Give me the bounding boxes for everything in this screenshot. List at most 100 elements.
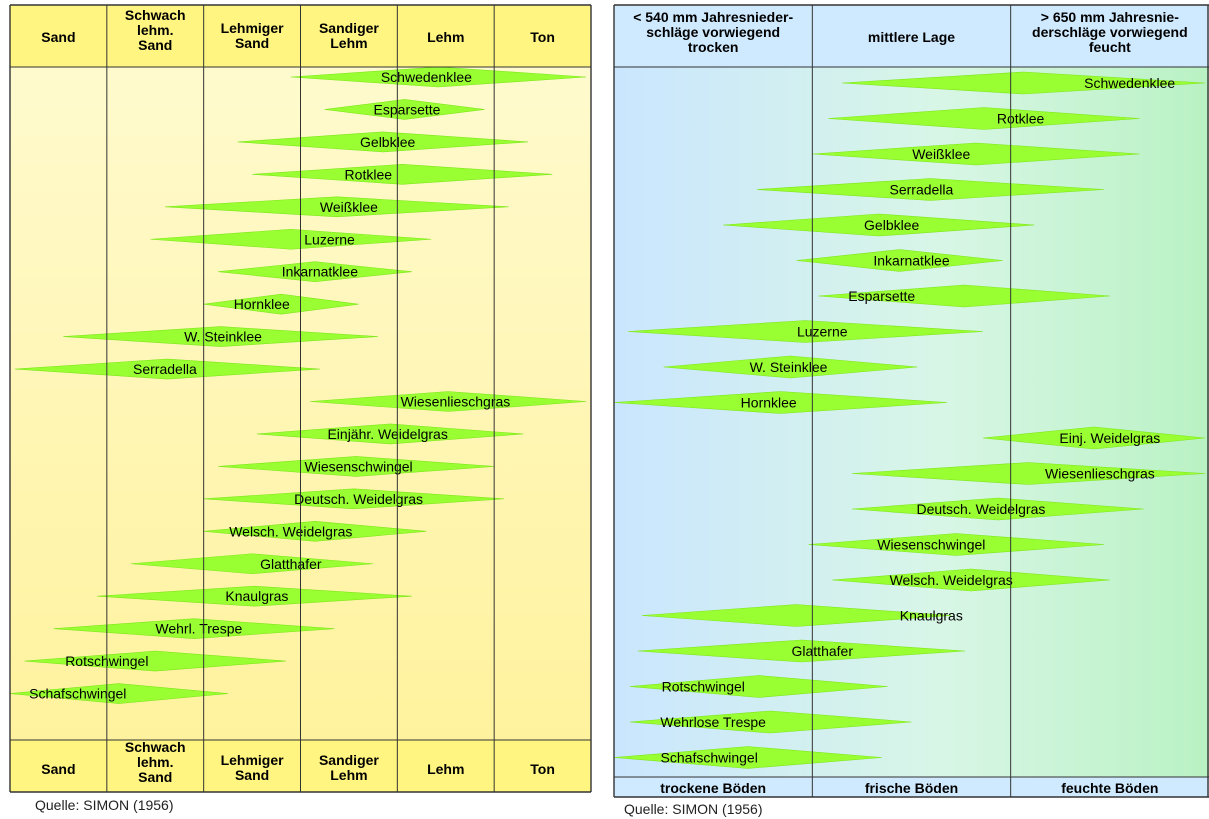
- range-diamond: [63, 326, 378, 347]
- range-diamond: [203, 488, 504, 510]
- series-label: Wiesenschwingel: [305, 458, 413, 474]
- column-header-bottom: Sand: [138, 769, 172, 785]
- column-header-top: lehm.: [137, 22, 174, 38]
- range-diamond: [723, 213, 1035, 237]
- range-diamond: [150, 228, 432, 250]
- range-diamond: [324, 99, 485, 120]
- column-header-bottom: frische Böden: [865, 780, 958, 796]
- column-header-top: > 650 mm Jahresnie-: [1041, 9, 1179, 25]
- series-label: Wiesenlieschgras: [401, 394, 511, 410]
- series-label: Knaulgras: [225, 588, 288, 604]
- series-label: Esparsette: [374, 101, 441, 117]
- source-note: Quelle: SIMON (1956): [624, 801, 763, 817]
- series-label: Luzerne: [797, 324, 848, 340]
- series-label: Gelbklee: [864, 217, 919, 233]
- range-diamond: [97, 585, 412, 607]
- column-header-top: Sand: [41, 29, 75, 45]
- series-label: Wiesenlieschgras: [1045, 466, 1155, 482]
- range-diamond: [629, 675, 888, 698]
- series-label: Welsch. Weidelgras: [890, 572, 1013, 588]
- column-header-top: Lehm: [330, 35, 367, 51]
- series-label: Rotklee: [997, 111, 1045, 127]
- right-footer-background: [614, 777, 1209, 797]
- series-label: Glatthafer: [792, 643, 854, 659]
- column-header-bottom: Lehmiger: [221, 752, 285, 768]
- series-label: Rotklee: [345, 166, 393, 182]
- range-diamond: [851, 497, 1144, 521]
- range-diamond: [818, 284, 1110, 308]
- range-diamond: [203, 520, 427, 542]
- right-chart-moisture: < 540 mm Jahresnieder-schläge vorwiegend…: [613, 4, 1209, 817]
- column-header-top: mittlere Lage: [868, 29, 955, 45]
- series-label: Esparsette: [848, 288, 915, 304]
- series-label: Wiesenschwingel: [877, 537, 985, 553]
- column-header-bottom: feuchte Böden: [1061, 780, 1158, 796]
- series-label: Schwedenklee: [381, 69, 472, 85]
- column-header-top: Sand: [235, 35, 269, 51]
- series-label: Deutsch. Weidelgras: [916, 501, 1045, 517]
- column-header-top: Ton: [530, 29, 555, 45]
- series-label: Weißklee: [320, 199, 378, 215]
- column-header-bottom: lehm.: [137, 754, 174, 770]
- column-header-bottom: trockene Böden: [660, 780, 766, 796]
- range-diamond: [53, 618, 335, 639]
- left-chart-soil-types: SandSandSchwachSchwachlehm.lehm.SandSand…: [9, 4, 592, 813]
- range-diamond: [629, 710, 912, 734]
- column-header-top: < 540 mm Jahresnieder-: [633, 9, 793, 25]
- column-header-top: feucht: [1089, 39, 1131, 55]
- column-header-top: Lehmiger: [221, 20, 285, 36]
- series-label: Wehrl. Trespe: [155, 621, 242, 637]
- range-diamond: [808, 533, 1104, 556]
- series-label: Schwedenklee: [1084, 75, 1175, 91]
- range-diamond: [252, 164, 553, 185]
- range-diamond: [24, 650, 286, 672]
- range-diamond: [131, 553, 374, 575]
- series-label: Einjähr. Weidelgras: [327, 426, 447, 442]
- column-header-top: Schwach: [125, 7, 186, 23]
- series-label: Glatthafer: [260, 556, 322, 572]
- range-diamond: [832, 568, 1110, 592]
- range-diamond: [256, 423, 524, 445]
- range-diamond: [663, 355, 918, 379]
- range-diamond: [812, 142, 1140, 166]
- series-label: Serradella: [890, 182, 954, 198]
- range-diamond: [627, 320, 983, 343]
- series-label: Inkarnatklee: [873, 253, 949, 269]
- column-header-bottom: Schwach: [125, 739, 186, 755]
- series-label: Schafschwingel: [29, 686, 126, 702]
- range-diamond: [828, 107, 1140, 130]
- series-label: Welsch. Weidelgras: [229, 523, 352, 539]
- range-diamond: [613, 746, 882, 769]
- series-label: W. Steinklee: [184, 329, 262, 345]
- range-diamond: [9, 683, 228, 704]
- series-label: Hornklee: [234, 296, 290, 312]
- series-label: Wehrlose Trespe: [660, 714, 766, 730]
- range-diamond: [310, 391, 587, 412]
- range-diamond: [982, 426, 1206, 450]
- range-diamond: [613, 391, 948, 414]
- series-label: Knaulgras: [900, 608, 963, 624]
- range-diamond: [796, 249, 1003, 272]
- series-label: Serradella: [133, 361, 197, 377]
- range-diamond: [14, 358, 320, 380]
- range-diamond: [641, 604, 952, 627]
- series-label: Rotschwingel: [662, 679, 745, 695]
- column-header-top: derschläge vorwiegend: [1032, 24, 1188, 40]
- series-label: Gelbklee: [360, 134, 415, 150]
- range-diamond: [218, 261, 412, 283]
- range-diamond: [842, 71, 1206, 95]
- series-label: W. Steinklee: [750, 359, 828, 375]
- range-diamond: [756, 178, 1104, 201]
- range-diamond: [237, 131, 529, 153]
- series-label: Schafschwingel: [661, 750, 758, 766]
- series-label: Inkarnatklee: [282, 264, 358, 280]
- right-header-background: [614, 5, 1209, 67]
- series-label: Einj. Weidelgras: [1059, 430, 1160, 446]
- column-header-top: Sand: [138, 37, 172, 53]
- column-header-bottom: Ton: [530, 761, 555, 777]
- column-header-bottom: Sand: [235, 767, 269, 783]
- column-header-bottom: Lehm: [427, 761, 464, 777]
- series-label: Hornklee: [741, 395, 797, 411]
- range-diamond: [637, 639, 966, 663]
